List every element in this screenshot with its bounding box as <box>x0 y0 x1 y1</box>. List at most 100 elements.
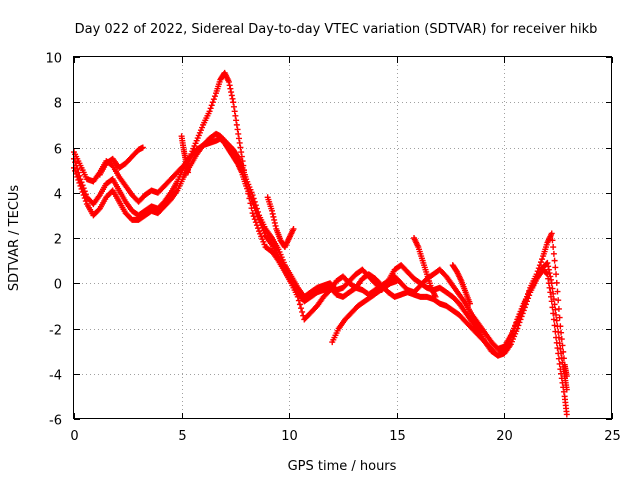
y-tick-label: -2 <box>49 324 62 339</box>
data-point-marker <box>77 182 84 189</box>
x-tick-label: 15 <box>389 429 406 444</box>
data-point-marker <box>271 216 278 223</box>
data-point-marker <box>233 121 240 128</box>
data-point-marker <box>549 237 556 244</box>
y-tick-label: 10 <box>45 52 62 67</box>
data-point-marker <box>521 299 528 306</box>
data-point-marker <box>247 200 254 207</box>
y-tick-label: 4 <box>54 188 62 203</box>
data-point-marker <box>254 225 261 232</box>
data-point-marker <box>80 192 87 199</box>
data-point-marker <box>208 102 215 109</box>
data-point-marker <box>290 225 297 232</box>
data-point-marker <box>95 206 102 213</box>
data-point-marker <box>552 306 559 313</box>
data-point-marker <box>270 213 277 220</box>
data-point-marker <box>228 89 235 96</box>
data-point-marker <box>555 305 562 312</box>
data-point-marker <box>393 277 400 284</box>
data-point-marker <box>534 268 541 275</box>
series-track-8 <box>411 235 439 300</box>
data-point-marker <box>237 144 244 151</box>
data-point-marker <box>523 293 530 300</box>
data-point-marker <box>249 192 256 199</box>
data-point-marker <box>563 373 570 380</box>
data-point-marker <box>432 293 439 300</box>
data-point-marker <box>558 329 565 336</box>
data-point-marker <box>185 169 192 176</box>
series-track-3 <box>71 130 570 380</box>
data-point-marker <box>232 112 239 119</box>
x-tick-label: 20 <box>496 429 513 444</box>
data-point-marker <box>210 96 217 103</box>
data-point-marker <box>226 82 233 89</box>
data-point-marker <box>268 207 275 214</box>
data-point-marker <box>234 126 241 133</box>
data-point-marker <box>520 302 527 309</box>
data-point-marker <box>560 348 567 355</box>
data-point-marker <box>522 296 529 303</box>
series-track-5 <box>178 133 192 176</box>
data-point-marker <box>550 250 557 257</box>
grid-layer <box>74 57 612 419</box>
data-point-marker <box>245 190 252 197</box>
data-point-marker <box>546 284 553 291</box>
data-point-marker <box>556 314 563 321</box>
data-point-marker <box>553 279 560 286</box>
data-point-marker <box>551 301 558 308</box>
data-point-marker <box>558 336 565 343</box>
data-point-marker <box>298 305 305 312</box>
tick-layer: 0 5 10 15 20 25 -6 -4 -2 0 2 4 6 8 10 <box>45 52 620 445</box>
data-point-marker <box>253 222 260 229</box>
data-point-marker <box>466 300 473 307</box>
data-point-marker <box>207 105 214 112</box>
data-point-marker <box>553 317 560 324</box>
y-tick-label: 8 <box>54 97 62 112</box>
series-track-4 <box>96 144 146 178</box>
y-tick-label: 2 <box>54 233 62 248</box>
y-tick-label: 0 <box>54 278 62 293</box>
data-point-marker <box>78 185 85 192</box>
data-point-marker <box>236 139 243 146</box>
data-point-marker <box>206 108 213 115</box>
data-point-marker <box>251 216 258 223</box>
data-point-marker <box>550 244 557 251</box>
data-point-marker <box>547 273 554 280</box>
y-tick-label: -6 <box>49 414 62 429</box>
data-point-marker <box>252 202 259 209</box>
data-point-marker <box>76 179 83 186</box>
y-axis-label: SDTVAR / TECUs <box>7 185 22 292</box>
data-point-marker <box>555 355 562 362</box>
data-point-marker <box>539 256 546 263</box>
data-point-marker <box>227 85 234 92</box>
data-point-marker <box>254 208 261 215</box>
data-point-marker <box>554 345 561 352</box>
data-point-marker <box>250 213 257 220</box>
data-point-marker <box>526 287 533 294</box>
series-track-6 <box>264 194 297 251</box>
series-track-7 <box>329 277 400 346</box>
data-point-marker <box>233 117 240 124</box>
data-point-marker <box>533 271 540 278</box>
data-point-marker <box>560 355 567 362</box>
plot-frame <box>73 56 612 419</box>
x-tick-label: 10 <box>281 429 298 444</box>
x-axis-label: GPS time / hours <box>288 459 397 474</box>
data-point-marker <box>74 173 81 180</box>
data-point-marker <box>545 266 552 273</box>
data-point-marker <box>230 103 237 110</box>
data-point-marker <box>269 210 276 217</box>
data-point-marker <box>235 130 242 137</box>
data-point-marker <box>296 301 303 308</box>
data-point-marker <box>271 219 278 226</box>
x-tick-label: 0 <box>70 429 78 444</box>
data-point-marker <box>139 144 146 151</box>
data-point-marker <box>545 263 552 270</box>
data-point-marker <box>548 276 555 283</box>
x-tick-label: 25 <box>604 429 621 444</box>
data-point-marker <box>550 290 557 297</box>
data-points-layer <box>71 69 570 418</box>
data-point-marker <box>563 411 570 418</box>
data-point-marker <box>238 149 245 156</box>
